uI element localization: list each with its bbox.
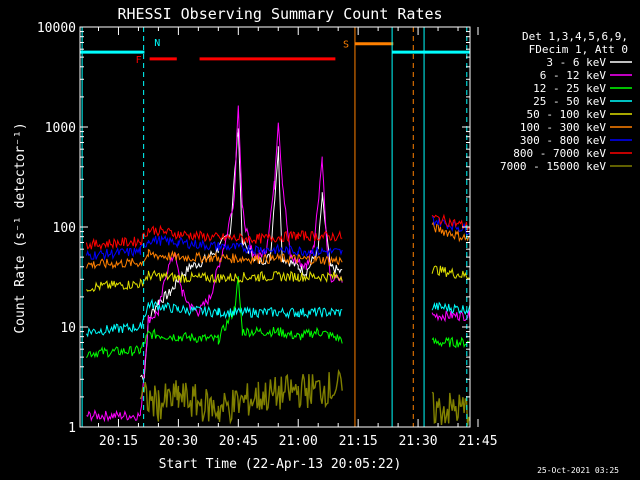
flag-label: F bbox=[136, 55, 142, 66]
legend-header: FDecim 1, Att 0 bbox=[529, 43, 628, 56]
flag-label: S bbox=[343, 40, 349, 51]
legend-entry-label: 50 - 100 keV bbox=[527, 108, 607, 121]
plot-frame bbox=[79, 26, 471, 428]
legend-header: Det 1,3,4,5,6,9, bbox=[522, 30, 628, 43]
x-tick-label: 20:45 bbox=[219, 434, 258, 449]
y-axis-label: Count Rate (s⁻¹ detector⁻¹) bbox=[13, 122, 28, 333]
x-tick-label: 21:45 bbox=[458, 434, 497, 449]
series-line bbox=[86, 298, 471, 338]
legend-entry-label: 12 - 25 keV bbox=[533, 82, 606, 95]
x-tick-label: 20:30 bbox=[159, 434, 198, 449]
y-tick-label: 100 bbox=[53, 221, 76, 236]
series-line bbox=[86, 265, 471, 293]
x-tick-label: 21:30 bbox=[398, 434, 437, 449]
series-line bbox=[86, 105, 471, 423]
legend-entry-label: 6 - 12 keV bbox=[540, 69, 607, 82]
legend-entry-label: 100 - 300 keV bbox=[520, 121, 606, 134]
series-line bbox=[86, 221, 471, 270]
series-line bbox=[140, 128, 343, 381]
y-tick-label: 10 bbox=[60, 321, 76, 336]
y-tick-label: 1 bbox=[68, 421, 76, 436]
legend-entry-label: 25 - 50 keV bbox=[533, 95, 606, 108]
flag-label: N bbox=[154, 38, 160, 49]
legend-entry-label: 7000 - 15000 keV bbox=[500, 160, 606, 173]
series-line bbox=[139, 368, 471, 426]
y-tick-label: 1000 bbox=[45, 121, 76, 136]
x-tick-label: 21:00 bbox=[279, 434, 318, 449]
legend-entry-label: 300 - 800 keV bbox=[520, 134, 606, 147]
x-axis-label: Start Time (22-Apr-13 20:05:22) bbox=[159, 457, 402, 472]
x-tick-label: 20:15 bbox=[99, 434, 138, 449]
legend-entry-label: 800 - 7000 keV bbox=[513, 147, 606, 160]
series-line bbox=[86, 216, 471, 261]
chart-title: RHESSI Observing Summary Count Rates bbox=[117, 5, 442, 23]
legend-entry-label: 3 - 6 keV bbox=[546, 56, 606, 69]
generated-date: 25-Oct-2021 03:25 bbox=[537, 466, 619, 475]
series-line bbox=[86, 276, 471, 359]
y-tick-label: 10000 bbox=[37, 21, 76, 36]
x-tick-label: 21:15 bbox=[339, 434, 378, 449]
